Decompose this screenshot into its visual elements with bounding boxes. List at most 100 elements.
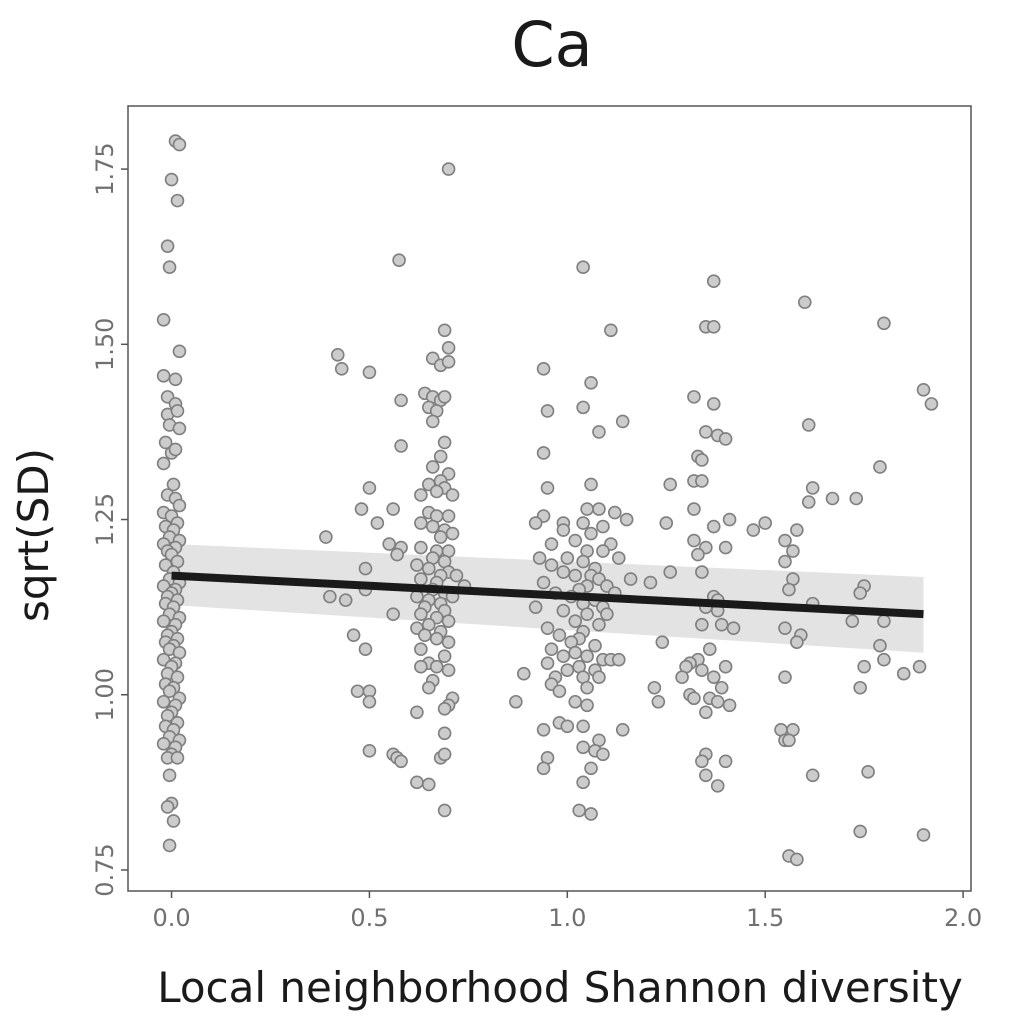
data-point xyxy=(162,768,177,783)
data-point xyxy=(156,614,171,628)
data-point xyxy=(441,663,456,678)
data-point xyxy=(421,561,436,576)
data-point xyxy=(414,488,428,502)
data-point xyxy=(433,530,448,544)
x-axis: 0.0 0.5 1.0 1.5 2.0 xyxy=(152,891,982,932)
data-point xyxy=(390,547,404,562)
y-tick-label: 0.75 xyxy=(91,843,119,896)
data-point xyxy=(552,628,567,642)
data-point xyxy=(623,572,638,586)
data-point xyxy=(801,495,816,509)
data-point xyxy=(556,523,571,537)
data-point xyxy=(584,477,598,492)
data-point xyxy=(572,803,586,818)
data-point xyxy=(615,414,630,429)
data-point xyxy=(433,449,448,464)
data-point xyxy=(706,274,721,289)
data-point xyxy=(536,446,551,460)
data-point xyxy=(164,172,179,187)
data-point xyxy=(782,582,796,597)
x-tick-label: 0.5 xyxy=(350,904,388,932)
data-point xyxy=(853,824,867,839)
data-point xyxy=(544,558,559,572)
data-point xyxy=(726,621,741,635)
data-point xyxy=(560,663,575,678)
data-point xyxy=(695,663,709,678)
data-point xyxy=(916,383,931,397)
data-point xyxy=(158,435,173,450)
data-point xyxy=(536,722,551,737)
data-point xyxy=(706,319,721,334)
data-point xyxy=(896,666,911,681)
data-point xyxy=(651,694,666,709)
data-point xyxy=(441,341,456,355)
data-point xyxy=(156,737,171,751)
data-point xyxy=(552,684,567,699)
data-point xyxy=(853,586,867,600)
data-point xyxy=(695,617,709,632)
data-point xyxy=(568,645,583,660)
data-point xyxy=(687,691,701,706)
data-point xyxy=(319,530,333,544)
data-point xyxy=(576,260,590,275)
data-point xyxy=(429,659,444,674)
data-point xyxy=(695,565,709,579)
data-point xyxy=(528,600,543,614)
data-point xyxy=(560,551,575,565)
data-point xyxy=(608,505,622,520)
data-point xyxy=(699,768,713,783)
data-point xyxy=(509,694,523,709)
data-point xyxy=(718,754,733,769)
y-axis-label: sqrt(SD) xyxy=(9,448,58,622)
data-point xyxy=(418,628,432,642)
data-point xyxy=(162,684,177,699)
data-point xyxy=(449,568,464,583)
data-point xyxy=(392,253,406,267)
data-point xyxy=(825,491,840,506)
data-point xyxy=(536,362,551,376)
data-points-layer xyxy=(156,134,939,867)
data-point xyxy=(414,516,428,530)
data-point xyxy=(437,701,452,716)
data-point xyxy=(758,516,772,530)
data-point xyxy=(441,614,456,628)
data-point xyxy=(916,828,931,842)
data-point xyxy=(619,512,634,527)
data-point xyxy=(790,852,804,867)
data-point xyxy=(853,680,867,695)
data-point xyxy=(877,316,891,331)
x-tick-label: 0.0 xyxy=(152,904,190,932)
data-point xyxy=(160,239,175,253)
trend-line-layer xyxy=(171,571,924,619)
data-point xyxy=(414,659,428,674)
data-point xyxy=(786,544,800,558)
data-point xyxy=(540,481,555,495)
data-point xyxy=(706,670,721,685)
data-point xyxy=(877,614,891,628)
data-point xyxy=(323,589,337,604)
data-point xyxy=(421,777,436,792)
data-point xyxy=(691,547,705,562)
data-point xyxy=(782,733,796,748)
data-point xyxy=(338,593,353,607)
data-point xyxy=(441,355,456,369)
data-point xyxy=(429,484,444,499)
data-point xyxy=(790,523,804,537)
trend-line xyxy=(171,571,924,619)
data-point xyxy=(592,617,606,632)
data-point xyxy=(156,694,171,709)
data-point xyxy=(699,705,713,720)
data-point xyxy=(166,477,181,492)
data-point xyxy=(168,442,183,457)
data-point xyxy=(805,768,820,783)
data-point xyxy=(576,400,590,415)
data-point xyxy=(437,747,452,762)
data-point xyxy=(877,652,891,667)
data-point xyxy=(410,705,424,720)
data-point xyxy=(425,414,440,429)
data-point xyxy=(170,193,185,208)
data-point xyxy=(675,670,689,685)
data-point xyxy=(441,635,456,649)
data-point xyxy=(576,516,590,530)
